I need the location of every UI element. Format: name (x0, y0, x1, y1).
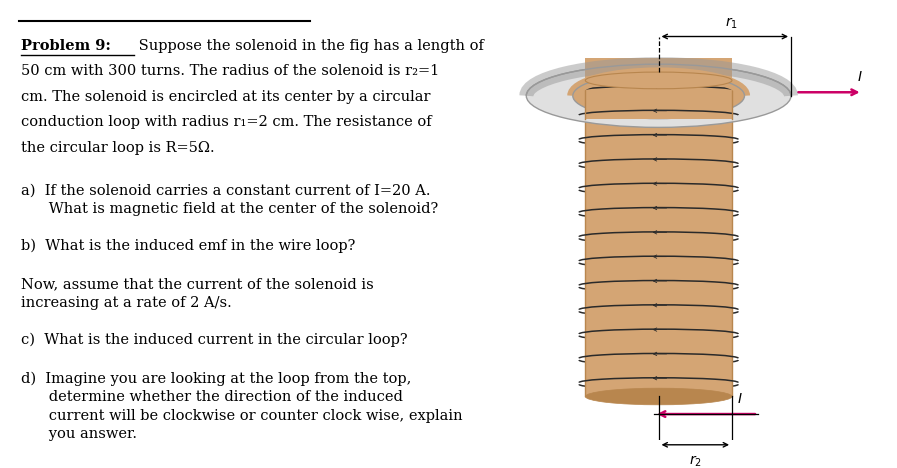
Text: $r_1$: $r_1$ (725, 16, 738, 31)
Text: c)  What is the induced current in the circular loop?: c) What is the induced current in the ci… (21, 333, 408, 347)
Text: a)  If the solenoid carries a constant current of I=20 A.
      What is magnetic: a) If the solenoid carries a constant cu… (21, 183, 439, 216)
Text: conduction loop with radius r₁=2 cm. The resistance of: conduction loop with radius r₁=2 cm. The… (21, 115, 431, 129)
Text: b)  What is the induced emf in the wire loop?: b) What is the induced emf in the wire l… (21, 239, 355, 253)
Ellipse shape (573, 73, 745, 118)
Bar (586, 58, 732, 118)
Ellipse shape (527, 64, 791, 127)
Ellipse shape (586, 388, 732, 405)
Text: $r_2$: $r_2$ (689, 453, 701, 468)
Text: Suppose the solenoid in the fig has a length of: Suppose the solenoid in the fig has a le… (134, 39, 483, 53)
Text: Problem 9:: Problem 9: (21, 39, 111, 53)
Text: the circular loop is R=5Ω.: the circular loop is R=5Ω. (21, 140, 214, 154)
Text: Now, assume that the current of the solenoid is
increasing at a rate of 2 A/s.: Now, assume that the current of the sole… (21, 278, 374, 310)
Bar (586, 80, 732, 396)
Text: d)  Imagine you are looking at the loop from the top,
      determine whether th: d) Imagine you are looking at the loop f… (21, 372, 463, 441)
Text: 50 cm with 300 turns. The radius of the solenoid is r₂=1: 50 cm with 300 turns. The radius of the … (21, 64, 440, 78)
Text: I: I (858, 70, 862, 84)
Text: cm. The solenoid is encircled at its center by a circular: cm. The solenoid is encircled at its cen… (21, 90, 431, 103)
Ellipse shape (586, 72, 732, 89)
Text: I: I (738, 392, 742, 406)
